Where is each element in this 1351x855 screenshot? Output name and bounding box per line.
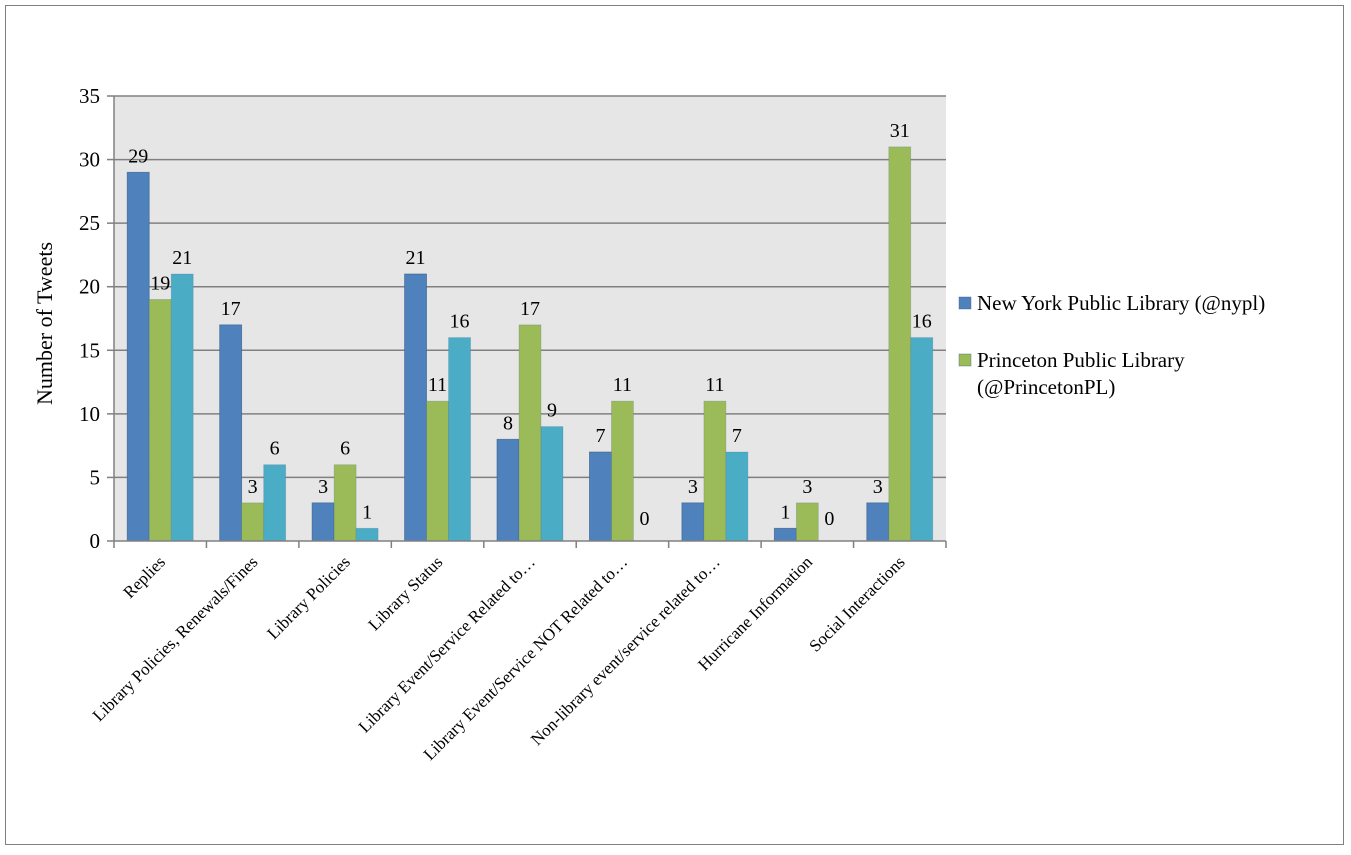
legend-swatch: [958, 353, 972, 367]
data-label: 19: [150, 272, 170, 294]
category-label: Library Event/Service NOT Related to…: [420, 552, 632, 764]
data-label: 3: [318, 476, 328, 498]
data-label: 11: [428, 374, 447, 396]
bar: [795, 502, 819, 542]
category-label: Replies: [120, 552, 169, 601]
bar: [126, 171, 150, 542]
data-label: 3: [873, 476, 883, 498]
legend: New York Public Library (@nypl) Princeton…: [958, 291, 1265, 399]
data-label: 16: [450, 311, 470, 333]
legend-label: Princeton Public Library: [977, 348, 1185, 372]
bar: [703, 400, 727, 542]
bar: [355, 527, 379, 542]
data-label: 11: [705, 374, 724, 396]
bar: [866, 502, 890, 542]
bar: [148, 299, 172, 542]
bar: [241, 502, 265, 542]
bar: [888, 146, 912, 542]
y-tick-label: 30: [79, 148, 100, 172]
bar: [725, 451, 749, 542]
data-label: 21: [406, 247, 426, 269]
data-label: 7: [595, 425, 605, 447]
bar: [263, 464, 287, 542]
bar: [681, 502, 705, 542]
category-label: Non-library event/service related to…: [527, 552, 724, 749]
category-label: Library Policies, Renewals/Fines: [89, 552, 262, 725]
y-tick-label: 20: [79, 275, 100, 299]
bar: [518, 324, 542, 542]
y-tick-label: 15: [79, 338, 100, 362]
bar: [448, 337, 471, 542]
data-label: 9: [547, 400, 557, 422]
chart-frame: 0 5 10 15 20 25 30 35 29 17 3 21 8 7 3 1 3 19 3 6 11 17 11 11 3…: [5, 5, 1344, 845]
data-label: 17: [221, 298, 241, 320]
bar: [496, 438, 520, 542]
data-label: 3: [248, 476, 258, 498]
bar: [170, 273, 194, 542]
axes: [113, 96, 947, 548]
bar: [540, 426, 564, 542]
data-label: 1: [362, 501, 372, 523]
category-label: Library Policies: [263, 552, 354, 643]
category-label: Library Event/Service Related to…: [355, 552, 539, 736]
data-label: 16: [912, 311, 932, 333]
data-label: 29: [128, 145, 148, 167]
legend-label: New York Public Library (@nypl): [977, 291, 1265, 315]
bar: [219, 324, 243, 542]
data-label: 17: [520, 298, 540, 320]
data-label: 3: [802, 476, 812, 498]
y-tick-label: 10: [79, 402, 100, 426]
data-label: 6: [340, 438, 350, 460]
y-tick-label: 0: [90, 529, 101, 553]
bar: [611, 400, 634, 542]
data-label: 7: [732, 425, 742, 447]
data-label: 6: [270, 438, 280, 460]
legend-swatch: [958, 296, 972, 310]
data-label: 1: [780, 501, 790, 523]
data-label: 31: [890, 120, 910, 142]
data-label: 11: [613, 374, 632, 396]
data-label: 21: [172, 247, 192, 269]
bar: [404, 273, 427, 542]
bar: [333, 464, 357, 542]
data-label: 3: [688, 476, 698, 498]
data-label: 8: [503, 412, 513, 434]
data-label: 0: [639, 508, 649, 530]
bars: [126, 146, 934, 542]
y-tick-label: 25: [79, 211, 100, 235]
bar: [773, 527, 797, 542]
y-axis-label: Number of Tweets: [32, 242, 57, 405]
bar: [426, 400, 449, 542]
bar: [910, 337, 934, 542]
category-label: Social Interactions: [805, 552, 908, 655]
y-tick-labels: 0 5 10 15 20 25 30 35: [79, 84, 100, 553]
y-tick-label: 5: [90, 465, 101, 489]
data-label: 0: [824, 508, 834, 530]
bar: [589, 451, 612, 542]
legend-label: (@PrincetonPL): [977, 375, 1115, 399]
y-tick-label: 35: [79, 84, 100, 108]
bar: [311, 502, 335, 542]
category-label: Library Status: [365, 552, 447, 634]
